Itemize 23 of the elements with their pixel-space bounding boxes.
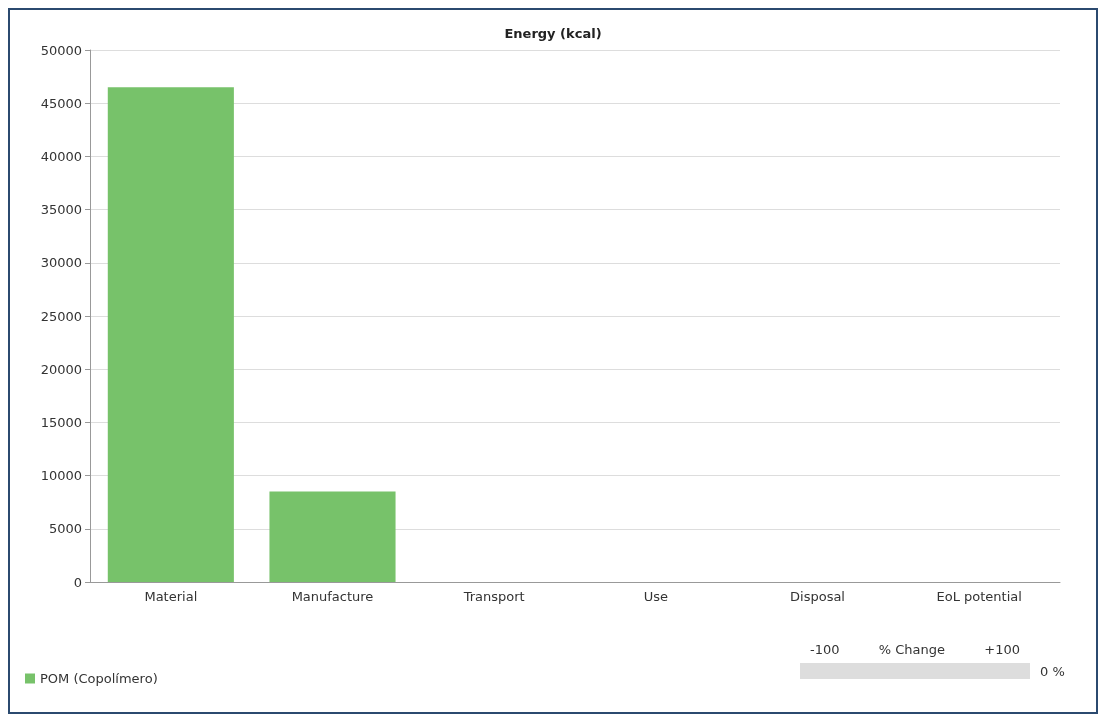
- x-tick-label: Transport: [462, 589, 525, 604]
- text: % Change: [878, 642, 946, 657]
- x-tick-label: Disposal: [790, 589, 845, 604]
- y-tick-label: 45000: [40, 95, 82, 111]
- y-tick-label: 10000: [40, 468, 82, 484]
- y-tick-label: 25000: [40, 308, 82, 324]
- y-tick-label: 35000: [40, 202, 82, 218]
- y-tick-label: 5000: [48, 521, 82, 537]
- text: +100: [984, 642, 1020, 657]
- y-tick-label: 40000: [40, 148, 82, 164]
- y-tick-label: 15000: [40, 414, 82, 430]
- text: -100: [810, 642, 840, 657]
- x-tick-label: EoL potential: [936, 589, 1022, 604]
- legend-label: POM (Copolímero): [40, 671, 158, 686]
- chart-title: Energy (kcal): [504, 26, 602, 41]
- y-tick-label: 50000: [40, 42, 82, 58]
- y-tick-label: 20000: [40, 361, 82, 377]
- y-tick-label: 30000: [40, 255, 82, 271]
- y-tick-label: 0: [73, 574, 82, 590]
- x-tick-label: Manufacture: [291, 589, 374, 604]
- x-tick-label: Material: [144, 589, 198, 604]
- x-tick-label: Use: [643, 589, 668, 604]
- text: 0 %: [1040, 663, 1065, 679]
